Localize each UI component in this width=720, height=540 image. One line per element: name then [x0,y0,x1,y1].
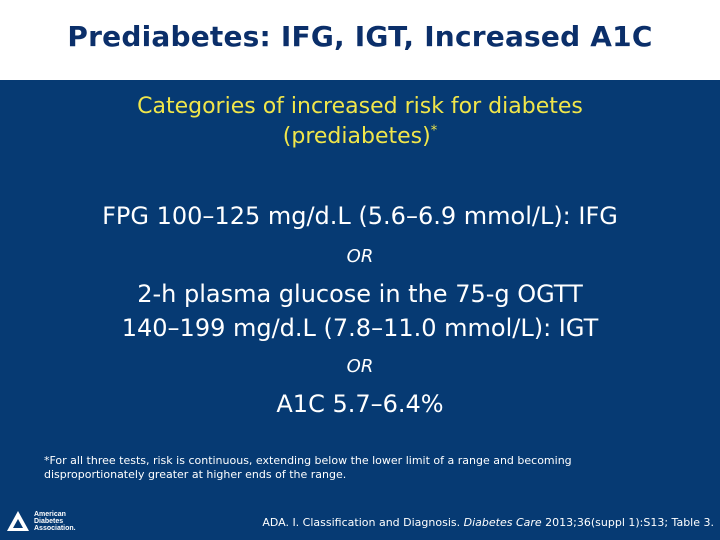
citation: ADA. I. Classification and Diagnosis. Di… [262,516,714,529]
citation-journal: Diabetes Care [463,516,542,529]
ogtt-criterion-line-2: 140–199 mg/d.L (7.8–11.0 mmol/L): IGT [121,314,599,342]
logo-line-1: American [34,510,66,518]
footer: American Diabetes Association. ADA. I. C… [0,506,720,540]
triangle-logo-icon [7,511,29,531]
logo-text: American Diabetes Association. [34,511,76,532]
title-bar: Prediabetes: IFG, IGT, Increased A1C [0,0,720,80]
subtitle-line-2: (prediabetes)* [0,122,720,152]
content-panel: Categories of increased risk for diabete… [0,80,720,540]
citation-prefix: ADA. I. Classification and Diagnosis. [262,516,464,529]
footnote-marker: * [430,123,438,139]
fpg-criterion: FPG 100–125 mg/d.L (5.6–6.9 mmol/L): IFG [102,202,618,230]
footnote: *For all three tests, risk is continuous… [44,454,572,481]
subtitle-line-1: Categories of increased risk for diabete… [137,94,583,119]
logo-line-3: Association. [34,524,76,532]
ogtt-criterion-line-1: 2-h plasma glucose in the 75-g OGTT [137,280,583,308]
logo-line-2: Diabetes [34,517,64,525]
or-separator-1: OR [346,246,374,267]
ada-logo: American Diabetes Association. [6,506,86,536]
subtitle-line-2-text: (prediabetes) [282,124,431,149]
slide-title: Prediabetes: IFG, IGT, Increased A1C [67,19,653,53]
subtitle: Categories of increased risk for diabete… [0,92,720,152]
citation-suffix: 2013;36(suppl 1):S13; Table 3. [541,516,714,529]
a1c-criterion: A1C 5.7–6.4% [276,390,444,418]
or-separator-2: OR [346,356,374,377]
